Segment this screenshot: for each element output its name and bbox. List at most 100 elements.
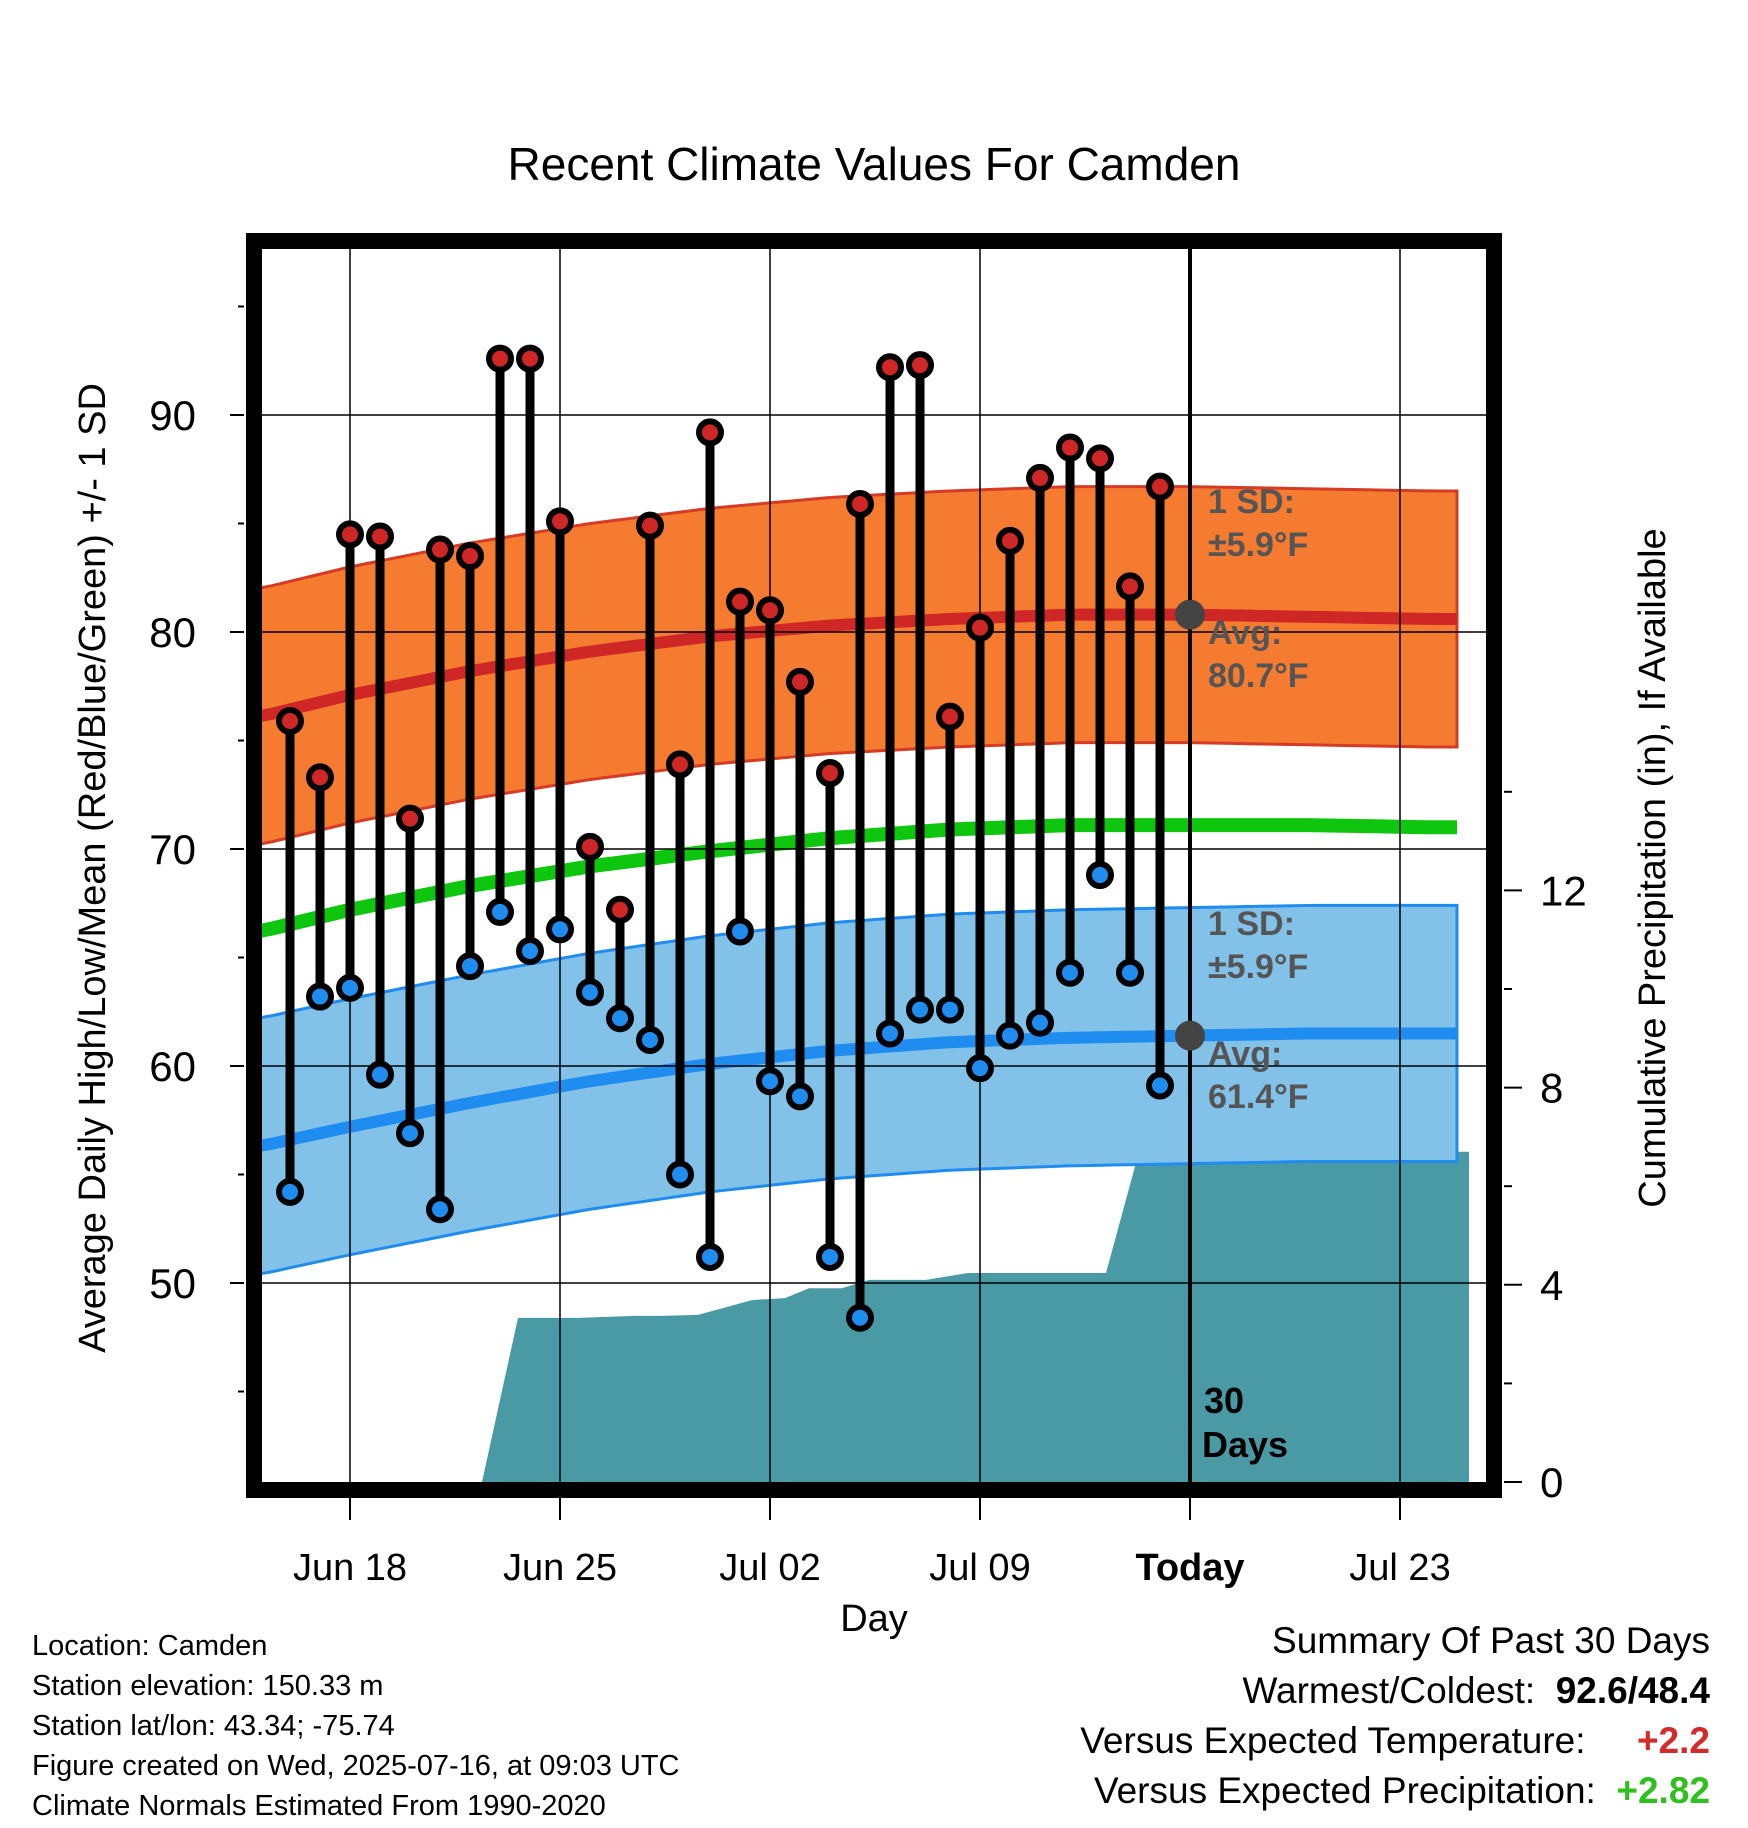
daily-high-point: [906, 351, 934, 380]
daily-low-point: [576, 978, 604, 1007]
figure-created: Figure created on Wed, 2025-07-16, at 09…: [32, 1750, 680, 1782]
today-avg-high-dot: [1175, 599, 1205, 630]
daily-high-point: [1086, 444, 1114, 473]
daily-high-point: [606, 895, 634, 924]
daily-high-point: [1146, 472, 1174, 501]
today-avg-low-dot: [1175, 1020, 1205, 1051]
daily-high-point: [966, 613, 994, 642]
daily-low-point: [276, 1177, 304, 1206]
y-tick-label: 90: [149, 392, 196, 439]
daily-low-point: [936, 995, 964, 1024]
daily-high-point: [996, 526, 1024, 555]
daily-low-point: [726, 917, 754, 946]
summary-temperature: Versus Expected Temperature: +2.2: [1080, 1722, 1710, 1759]
daily-high-point: [366, 522, 394, 551]
window-days-label: Days: [1202, 1424, 1288, 1465]
daily-high-point: [276, 706, 304, 735]
window-count-label: 30: [1204, 1380, 1244, 1421]
high-sd-label: 1 SD:: [1208, 483, 1295, 521]
daily-low-point: [336, 973, 364, 1002]
y2-tick-label: 8: [1540, 1065, 1563, 1112]
daily-low-point: [1086, 861, 1114, 890]
y2-tick-label: 4: [1540, 1262, 1563, 1309]
daily-low-point: [696, 1242, 724, 1271]
x-tick-label: Jul 02: [719, 1547, 820, 1589]
plot-area: [262, 249, 1486, 1482]
y2-tick-label: 12: [1540, 867, 1587, 914]
daily-high-point: [1026, 463, 1054, 492]
daily-low-point: [546, 915, 574, 944]
warm-cold-value: 92.6/48.4: [1555, 1670, 1710, 1711]
daily-low-point: [486, 897, 514, 926]
x-tick-label: Jun 18: [293, 1547, 407, 1589]
daily-low-point: [966, 1054, 994, 1083]
daily-high-point: [756, 596, 784, 625]
x-tick-label: Today: [1135, 1547, 1244, 1589]
x-tick-label: Jun 25: [503, 1547, 617, 1589]
daily-low-point: [1146, 1071, 1174, 1100]
y-tick-label: 60: [149, 1043, 196, 1090]
daily-high-point: [456, 542, 484, 571]
daily-low-point: [426, 1195, 454, 1224]
high-avg-value: 80.7°F: [1208, 657, 1309, 695]
daily-high-point: [546, 507, 574, 536]
daily-high-point: [666, 750, 694, 779]
daily-low-point: [996, 1021, 1024, 1050]
y-tick-label: 80: [149, 609, 196, 656]
daily-high-point: [1056, 433, 1084, 462]
daily-high-point: [306, 763, 334, 792]
precip-anomaly: +2.82: [1616, 1770, 1710, 1811]
daily-low-point: [1026, 1008, 1054, 1037]
station-location: Location: Camden: [32, 1630, 268, 1662]
daily-high-point: [936, 702, 964, 731]
daily-low-point: [816, 1242, 844, 1271]
daily-high-point: [396, 804, 424, 833]
low-sd-label: 1 SD:: [1208, 905, 1295, 943]
daily-low-point: [756, 1067, 784, 1096]
daily-high-point: [846, 489, 874, 518]
y2-tick-label: 0: [1540, 1459, 1563, 1506]
daily-low-point: [306, 982, 334, 1011]
y-axis-label: Average Daily High/Low/Mean (Red/Blue/Gr…: [72, 383, 114, 1353]
summary-warmest-coldest: Warmest/Coldest: 92.6/48.4: [1242, 1672, 1710, 1709]
daily-low-point: [1056, 958, 1084, 987]
daily-high-point: [336, 520, 364, 549]
daily-high-point: [516, 344, 544, 373]
low-avg-value: 61.4°F: [1208, 1078, 1309, 1116]
daily-low-point: [396, 1119, 424, 1148]
precip-label: Versus Expected Precipitation:: [1093, 1770, 1596, 1811]
summary-title: Summary Of Past 30 Days: [1272, 1620, 1710, 1661]
warm-cold-label: Warmest/Coldest:: [1242, 1670, 1536, 1711]
daily-high-point: [696, 418, 724, 447]
daily-low-point: [1116, 958, 1144, 987]
normals-period: Climate Normals Estimated From 1990-2020: [32, 1790, 606, 1822]
daily-high-point: [426, 535, 454, 564]
daily-high-point: [1116, 572, 1144, 601]
daily-low-point: [606, 1004, 634, 1033]
daily-high-point: [876, 353, 904, 382]
daily-low-point: [876, 1019, 904, 1048]
temp-label: Versus Expected Temperature:: [1080, 1720, 1586, 1761]
daily-low-point: [636, 1025, 664, 1054]
daily-low-point: [366, 1060, 394, 1089]
x-tick-label: Jul 23: [1349, 1547, 1450, 1589]
high-sd-value: ±5.9°F: [1208, 526, 1308, 564]
x-tick-label: Jul 09: [929, 1547, 1030, 1589]
y2-axis-label: Cumulative Precipitation (in), If Availa…: [1632, 528, 1674, 1207]
temp-anomaly: +2.2: [1636, 1720, 1710, 1761]
y-tick-label: 70: [149, 826, 196, 873]
plot-frame: [246, 233, 1502, 1498]
station-latlon: Station lat/lon: 43.34; -75.74: [32, 1710, 395, 1742]
daily-high-point: [636, 511, 664, 540]
low-avg-label: Avg:: [1208, 1035, 1282, 1073]
daily-low-point: [846, 1303, 874, 1332]
daily-low-point: [516, 936, 544, 965]
daily-low-point: [456, 952, 484, 981]
daily-high-point: [576, 832, 604, 861]
daily-low-point: [666, 1160, 694, 1189]
high-avg-label: Avg:: [1208, 614, 1282, 652]
y-tick-label: 50: [149, 1260, 196, 1307]
daily-high-point: [816, 759, 844, 788]
daily-high-point: [726, 587, 754, 616]
